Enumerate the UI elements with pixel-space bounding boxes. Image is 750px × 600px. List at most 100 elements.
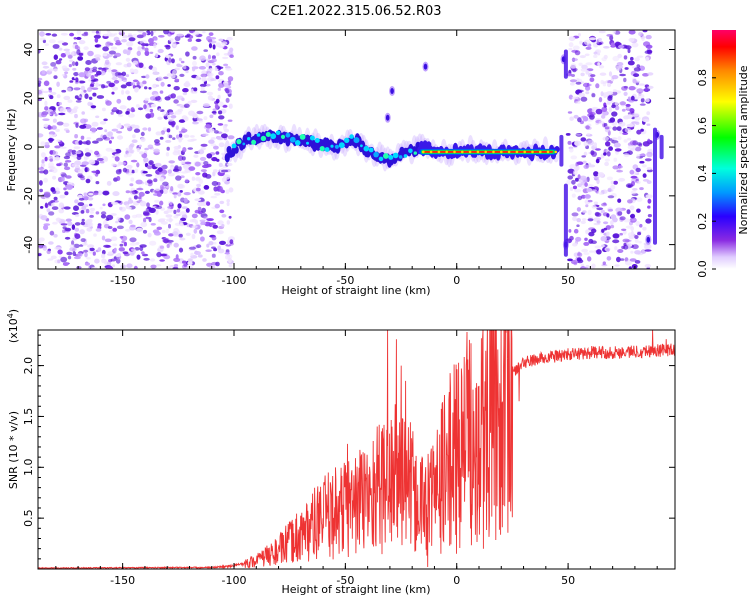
noise-blob — [88, 251, 94, 254]
noise-blob — [178, 57, 182, 62]
noise-blob — [39, 31, 45, 37]
noise-blob — [211, 58, 217, 63]
noise-blob — [638, 240, 642, 244]
noise-blob — [185, 208, 190, 213]
noise-blob — [157, 167, 163, 173]
noise-blob — [624, 45, 632, 50]
noise-blob — [205, 58, 210, 61]
noise-blob — [195, 172, 201, 176]
noise-blob — [66, 251, 73, 256]
ridge-hot — [289, 136, 296, 143]
noise-blob — [647, 72, 654, 76]
noise-blob — [65, 50, 71, 56]
noise-blob — [48, 241, 54, 245]
noise-blob — [607, 82, 612, 88]
noise-blob — [207, 91, 214, 96]
noise-blob — [97, 247, 102, 252]
noise-blob — [165, 152, 170, 157]
noise-blob — [129, 143, 135, 148]
noise-blob — [185, 51, 190, 57]
ridge-band-hot — [507, 150, 511, 154]
noise-blob — [581, 64, 588, 70]
noise-blob — [145, 74, 150, 79]
noise-blob — [582, 116, 589, 122]
noise-blob — [100, 214, 107, 219]
noise-blob — [159, 136, 164, 140]
noise-blob — [105, 41, 111, 47]
noise-blob — [221, 133, 228, 139]
noise-blob — [177, 191, 182, 197]
x-tick-label: -150 — [110, 274, 135, 287]
noise-blob — [83, 157, 88, 161]
noise-blob — [574, 140, 582, 146]
noise-blob — [179, 222, 184, 227]
noise-blob — [144, 190, 150, 194]
noise-blob — [143, 257, 150, 261]
noise-blob — [209, 222, 217, 225]
noise-blob — [147, 127, 152, 132]
noise-blob — [569, 187, 574, 191]
noise-blob — [642, 141, 650, 147]
noise-blob — [143, 211, 150, 217]
noise-blob — [147, 165, 153, 170]
noise-blob — [117, 114, 124, 117]
noise-blob — [75, 61, 79, 67]
noise-blob — [225, 67, 233, 71]
noise-blob — [634, 57, 640, 62]
noise-blob — [153, 231, 161, 236]
noise-blob — [39, 37, 46, 41]
noise-blob — [591, 205, 597, 209]
noise-blob — [590, 74, 596, 78]
noise-blob — [622, 230, 627, 235]
noise-blob — [208, 241, 214, 246]
noise-blob — [222, 56, 229, 60]
noise-blob — [106, 53, 113, 58]
noise-blob — [126, 41, 134, 47]
noise-blob — [207, 54, 212, 60]
noise-blob — [213, 130, 219, 134]
noise-blob — [95, 181, 100, 185]
noise-blob — [103, 244, 111, 248]
noise-blob — [96, 70, 102, 76]
noise-blob — [48, 165, 55, 169]
noise-blob — [135, 104, 140, 108]
noise-blob — [146, 179, 153, 184]
noise-blob — [628, 266, 632, 269]
noise-blob — [630, 175, 638, 179]
noise-blob — [74, 233, 81, 239]
noise-blob — [228, 215, 232, 219]
noise-blob — [148, 38, 154, 44]
noise-blob — [140, 137, 146, 143]
noise-blob — [119, 236, 124, 239]
noise-blob — [601, 57, 607, 62]
noise-blob — [192, 55, 197, 60]
noise-blob — [178, 166, 182, 172]
noise-blob — [95, 115, 100, 119]
noise-blob — [141, 43, 147, 47]
noise-blob — [591, 151, 597, 157]
noise-blob — [207, 72, 212, 78]
noise-blob — [203, 116, 208, 121]
noise-blob — [565, 133, 571, 136]
noise-blob — [125, 204, 130, 210]
noise-blob — [215, 151, 220, 155]
noise-blob — [634, 146, 642, 152]
noise-blob — [617, 65, 624, 69]
noise-blob — [106, 214, 114, 221]
noise-blob — [618, 177, 626, 182]
noise-blob — [87, 221, 92, 228]
noise-blob — [217, 123, 224, 126]
noise-blob — [102, 134, 107, 140]
noise-blob — [130, 107, 135, 113]
noise-blob — [217, 245, 221, 250]
ridge-hot — [275, 130, 281, 136]
noise-blob — [624, 67, 629, 70]
noise-blob — [110, 111, 114, 115]
noise-blob — [49, 150, 54, 155]
noise-blob — [62, 262, 69, 266]
noise-blob — [59, 146, 67, 149]
noise-blob — [593, 176, 600, 179]
noise-blob — [620, 258, 625, 261]
noise-blob — [170, 73, 176, 79]
noise-blob — [133, 128, 141, 133]
